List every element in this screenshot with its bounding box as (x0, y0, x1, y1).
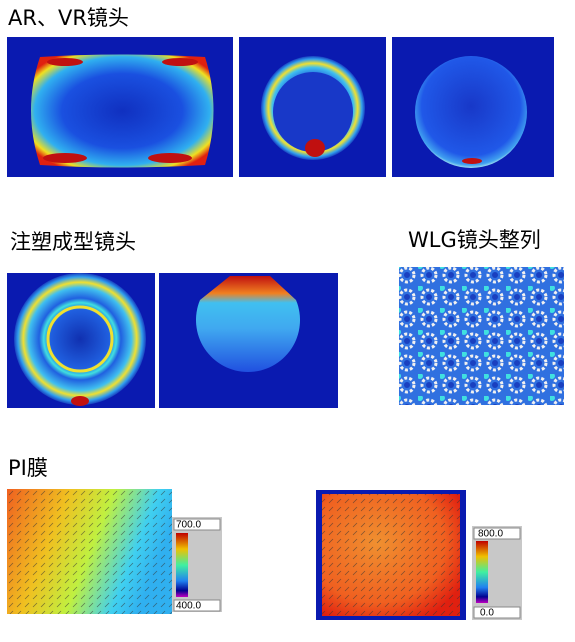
lens-image (7, 37, 233, 177)
section-title: AR、VR镜头 (8, 6, 129, 30)
lens-image (392, 37, 554, 177)
colorbar-min: 400.0 (176, 601, 201, 612)
lens-image (159, 273, 338, 408)
colorbar: 800.0 0.0 (472, 526, 522, 620)
section-title: WLG镜头整列 (408, 228, 541, 252)
section-title: 注塑成型镜头 (10, 230, 136, 254)
section-title: PI膜 (8, 456, 48, 480)
colorbar-max: 700.0 (176, 520, 201, 531)
film-map (316, 490, 466, 620)
lens-image (7, 273, 155, 408)
film-map (7, 489, 172, 614)
colorbar-max: 800.0 (478, 529, 503, 540)
wlg-image (399, 267, 564, 405)
lens-image (239, 37, 386, 177)
colorbar-min: 0.0 (480, 608, 494, 619)
colorbar: 700.0 400.0 (172, 517, 222, 612)
